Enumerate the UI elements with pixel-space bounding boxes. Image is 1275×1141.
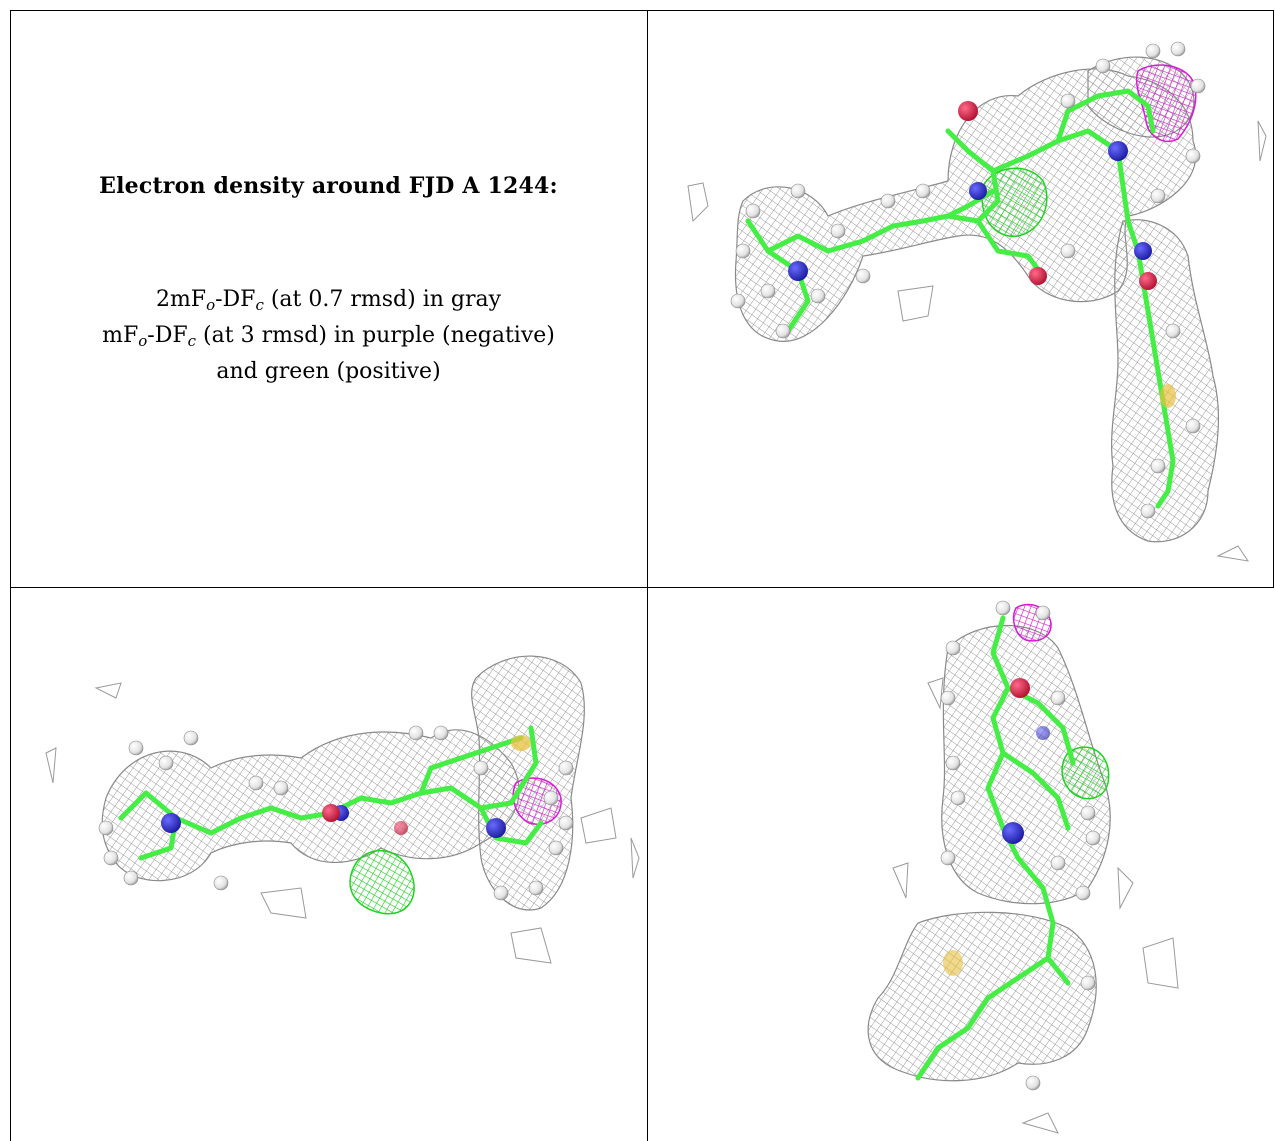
- caption-line-2-prefix: mF: [102, 323, 139, 348]
- positive-density-blob: [981, 167, 1048, 237]
- density-view-top-right-image: [687, 41, 1267, 562]
- caption-line-2-mid: -DF: [147, 323, 188, 348]
- caption-line-1-sub1: o: [206, 296, 216, 314]
- hydrogen-atoms: [98, 725, 574, 901]
- grid-horizontal-rule: [10, 587, 1274, 588]
- caption-title: Electron density around FJD A 1244:: [99, 173, 558, 199]
- caption-line-2-sub2: c: [187, 332, 197, 350]
- caption-cell: Electron density around FJD A 1244: 2mFo…: [10, 10, 647, 587]
- grid-top-rule: [10, 10, 1274, 11]
- caption-line-2-suffix: (at 3 rmsd) in purple (negative): [196, 323, 555, 348]
- sulfur-atom: [511, 735, 531, 751]
- ligand-bonds: [915, 615, 1076, 1081]
- positive-density-blob: [349, 849, 415, 915]
- stray-mesh-fragments: [687, 120, 1267, 562]
- hydrogen-atoms: [730, 41, 1206, 519]
- oxygen-atom: [1010, 678, 1030, 698]
- density-view-bottom-right: [648, 588, 1274, 1141]
- oxygen-atoms: [958, 101, 1157, 290]
- figure-grid: Electron density around FJD A 1244: 2mFo…: [10, 10, 1274, 1141]
- caption-line-2-sub1: o: [138, 332, 148, 350]
- density-view-bottom-left: [11, 588, 647, 1141]
- stray-mesh-fragments: [45, 682, 640, 964]
- gray-density-mesh: [101, 655, 585, 911]
- hydrogen-atoms: [940, 600, 1101, 1091]
- grid-middle-rule: [647, 10, 648, 1141]
- sulfur-atom: [943, 950, 963, 976]
- caption-line-1-sub2: c: [255, 296, 264, 314]
- gray-density-mesh: [867, 624, 1111, 1082]
- oxygen-atoms: [322, 804, 408, 835]
- grid-right-rule: [1273, 10, 1274, 588]
- negative-density-blob: [512, 777, 562, 825]
- grid-left-rule: [10, 10, 11, 1141]
- caption-line-1: 2mFo-DFc (at 0.7 rmsd) in gray: [10, 287, 647, 314]
- caption-line-1-suffix: (at 0.7 rmsd) in gray: [263, 287, 502, 312]
- stray-mesh-fragments: [892, 677, 1179, 1134]
- caption-line-3: and green (positive): [216, 359, 441, 384]
- caption-line-1-mid: -DF: [215, 287, 256, 312]
- nitrogen-atoms: [1002, 726, 1050, 844]
- caption-line-2: mFo-DFc (at 3 rmsd) in purple (negative): [10, 323, 647, 350]
- nitrogen-atoms: [788, 141, 1152, 281]
- sulfur-atom: [1160, 384, 1176, 408]
- density-view-bottom-left-image: [45, 655, 640, 964]
- density-view-bottom-right-image: [867, 600, 1179, 1134]
- density-view-top-right: [648, 11, 1273, 587]
- caption-line-1-prefix: 2mF: [155, 287, 207, 312]
